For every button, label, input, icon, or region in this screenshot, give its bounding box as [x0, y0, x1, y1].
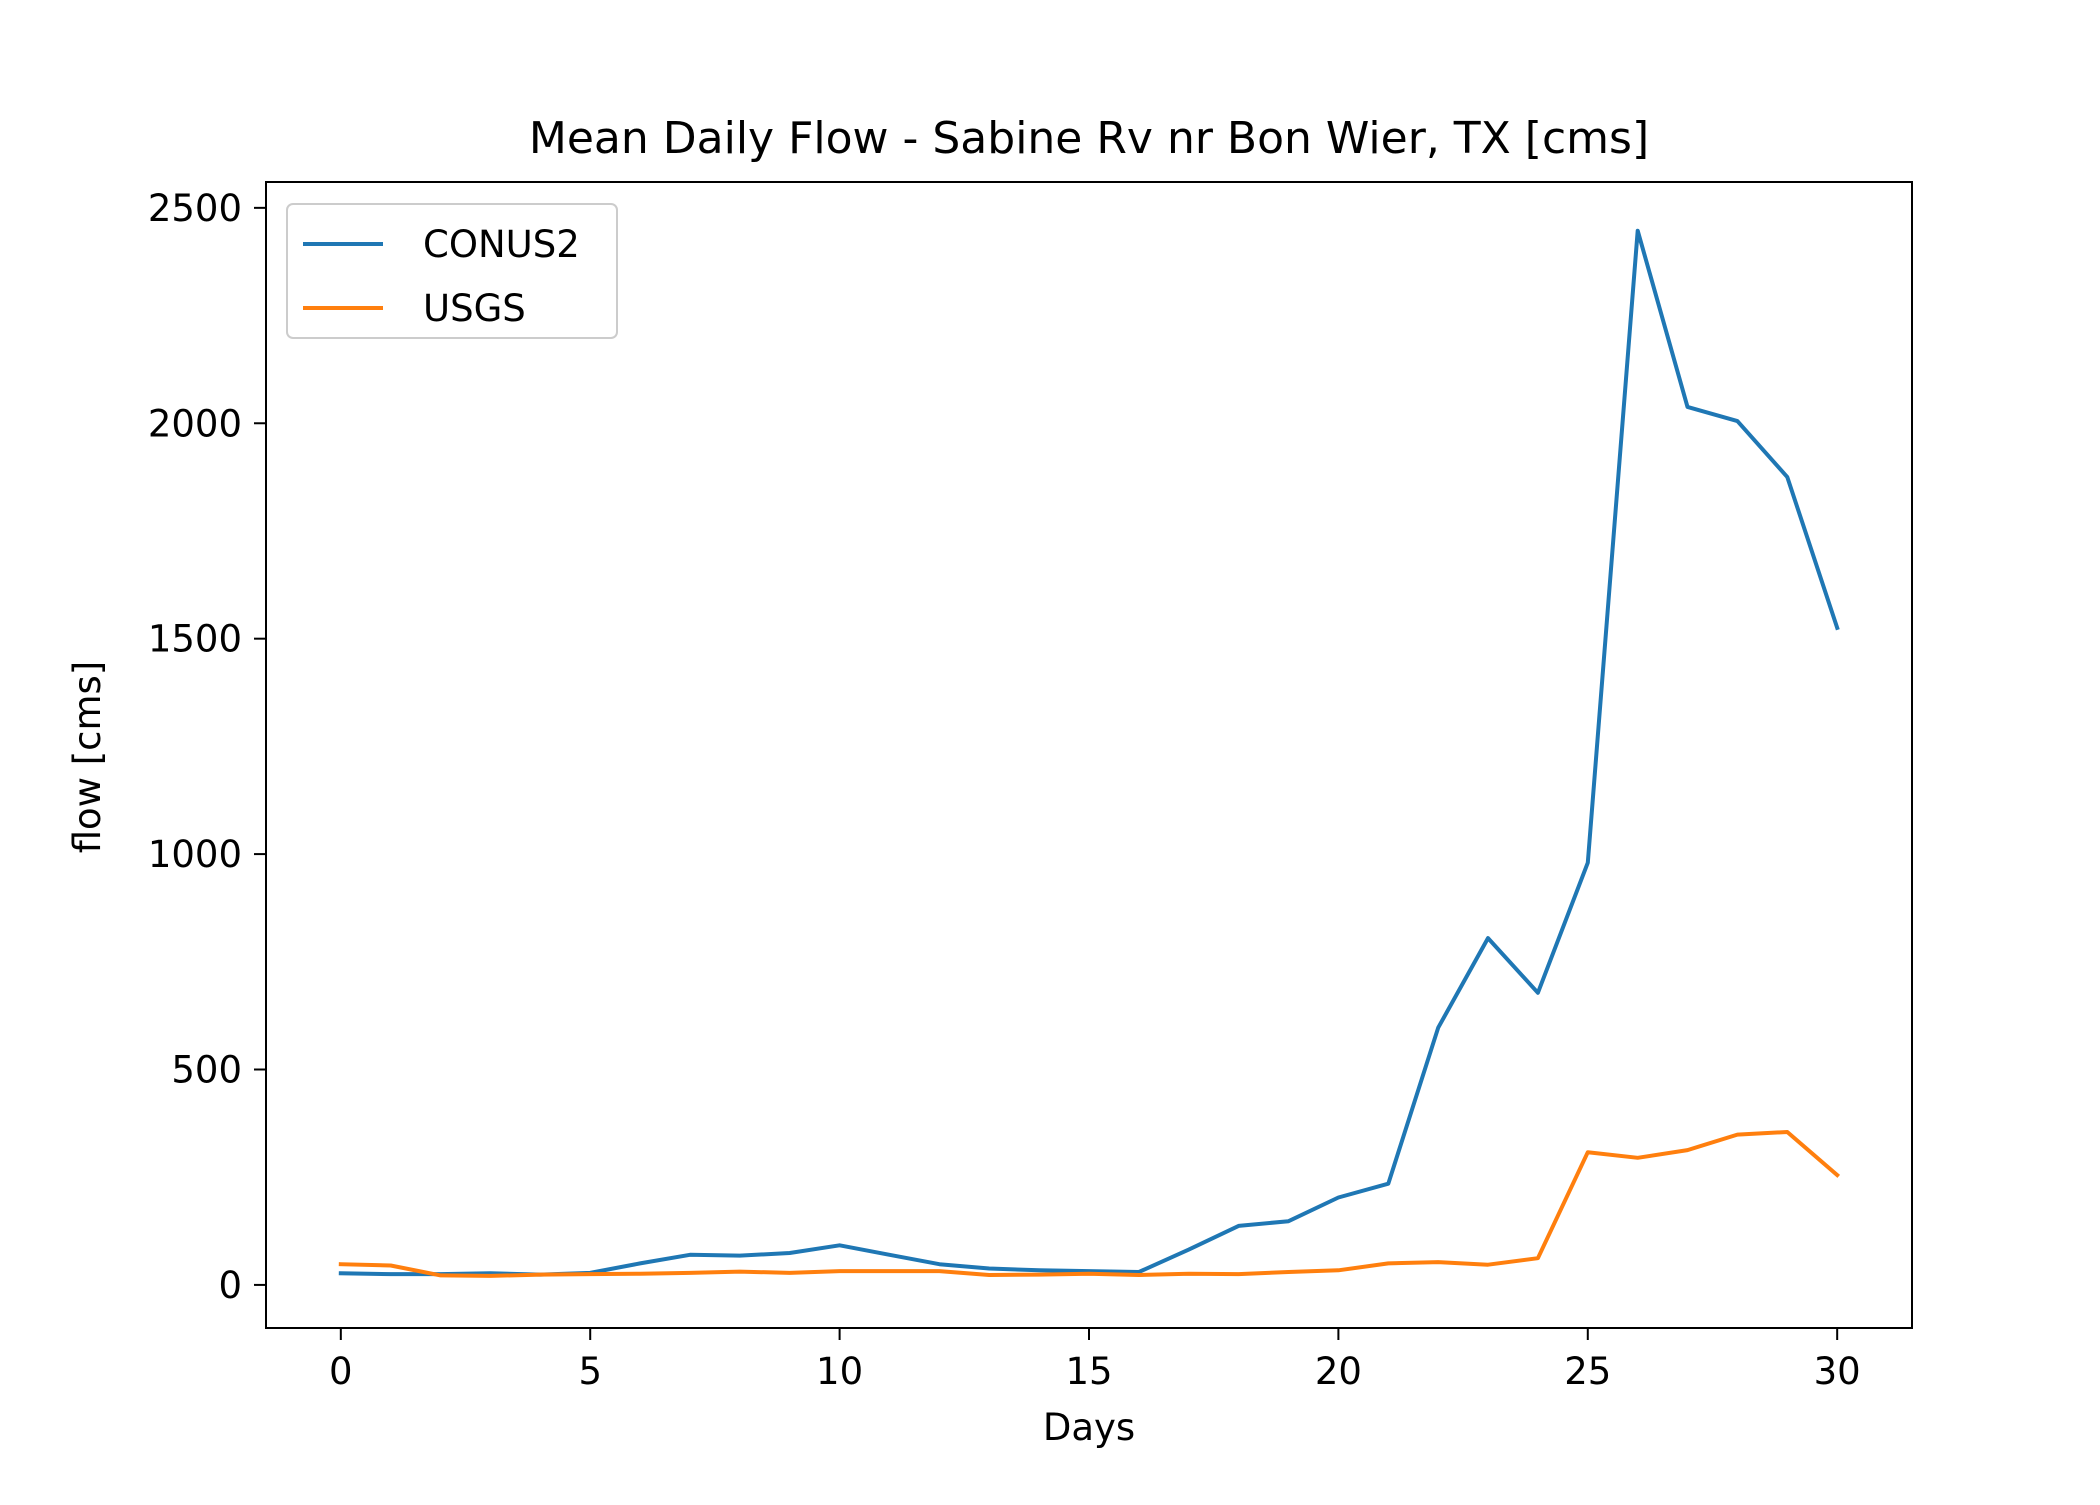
legend: CONUS2 USGS — [286, 203, 618, 339]
y-tick-label: 1500 — [148, 618, 242, 661]
x-tick-label: 15 — [1065, 1350, 1112, 1393]
x-tick-label: 0 — [329, 1350, 353, 1393]
legend-box — [286, 203, 618, 339]
legend-label-conus2: CONUS2 — [423, 223, 580, 266]
y-axis-label: flow [cms] — [66, 661, 109, 854]
x-tick-label: 25 — [1564, 1350, 1611, 1393]
x-tick-label: 10 — [816, 1350, 863, 1393]
x-tick-label: 30 — [1814, 1350, 1861, 1393]
y-tick-label: 2500 — [148, 187, 242, 230]
x-axis-label: Days — [1043, 1406, 1135, 1449]
legend-label-usgs: USGS — [423, 287, 526, 330]
y-tick-label: 2000 — [148, 402, 242, 445]
y-tick-label: 500 — [171, 1049, 242, 1092]
chart-title: Mean Daily Flow - Sabine Rv nr Bon Wier,… — [529, 113, 1649, 164]
y-tick-label: 0 — [218, 1264, 242, 1307]
series-line-usgs — [338, 1130, 1841, 1278]
x-tick-label: 5 — [578, 1350, 602, 1393]
x-tick-label: 20 — [1315, 1350, 1362, 1393]
y-tick-label: 1000 — [148, 833, 242, 876]
plot-area: 0 5 10 15 20 25 30 0 500 1000 1500 2000 2500 — [148, 181, 1913, 1393]
